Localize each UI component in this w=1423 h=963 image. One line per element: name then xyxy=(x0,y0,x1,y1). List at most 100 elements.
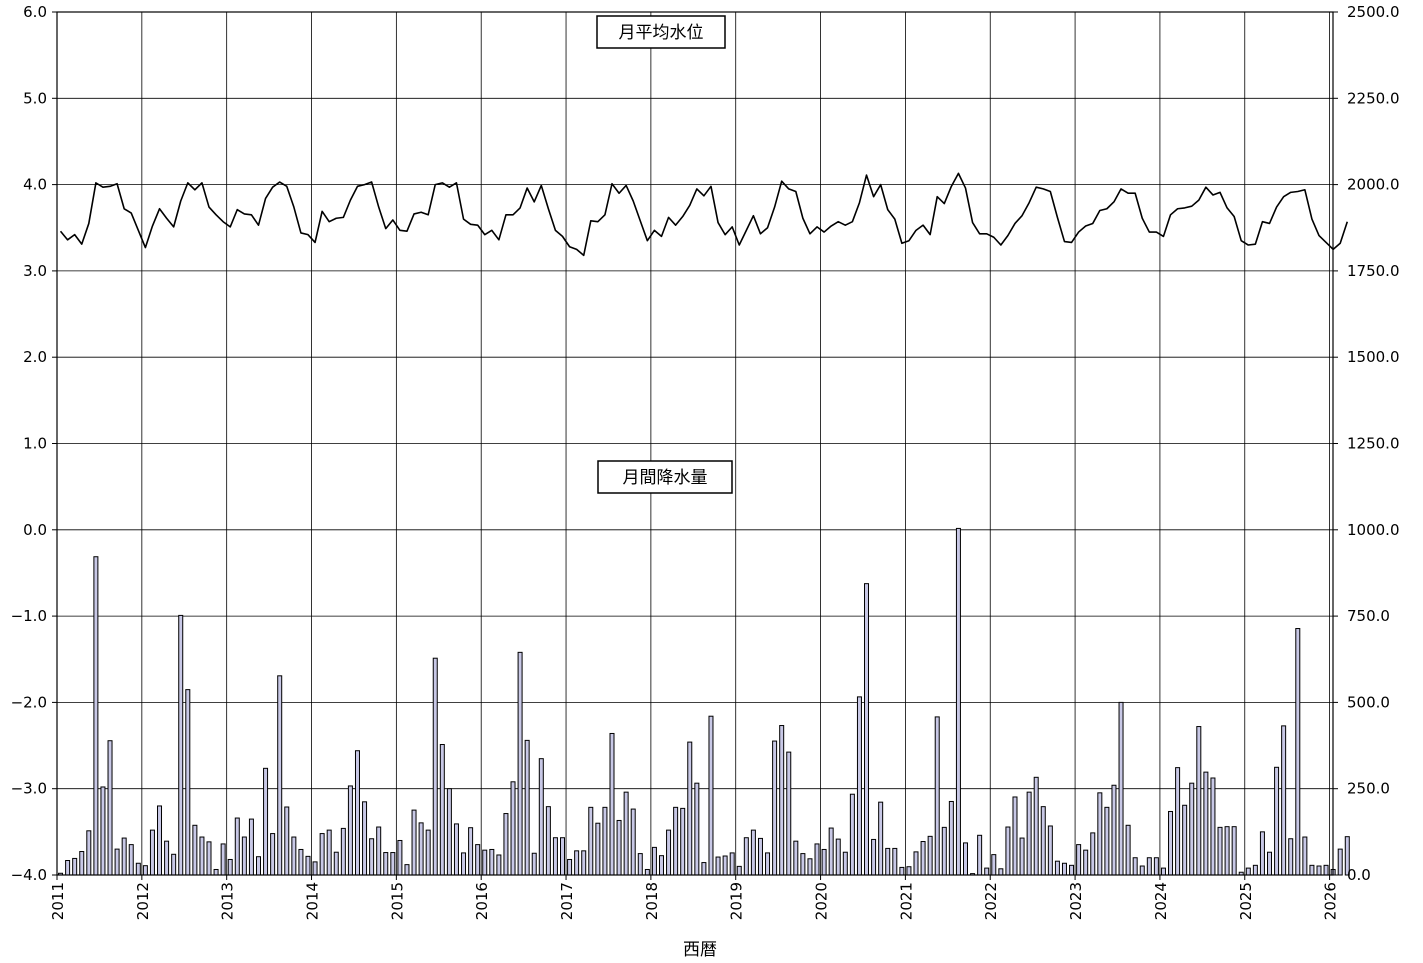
precipitation-bar xyxy=(871,838,877,876)
precipitation-bar xyxy=(941,826,947,876)
precipitation-bar xyxy=(920,841,926,876)
y-left-tick-label: −1.0 xyxy=(11,607,47,625)
precipitation-bar xyxy=(567,858,573,876)
precipitation-bar xyxy=(164,840,170,876)
x-tick-label: 2012 xyxy=(134,882,152,920)
y-right-tick-label: 0.0 xyxy=(1347,866,1371,884)
precipitation-bar xyxy=(1146,857,1152,876)
y-left-tick-label: 5.0 xyxy=(23,89,47,107)
precipitation-bar xyxy=(234,817,240,876)
precipitation-bar xyxy=(461,852,467,876)
precipitation-bar xyxy=(1033,776,1039,876)
x-tick-label: 2018 xyxy=(643,882,661,920)
legend-water-level-box xyxy=(596,15,726,49)
precipitation-bar xyxy=(475,844,481,876)
precipitation-bar xyxy=(1111,784,1117,876)
precipitation-bar xyxy=(666,829,672,876)
y-left-tick-label: 6.0 xyxy=(23,3,47,21)
y-right-tick-label: 750.0 xyxy=(1347,607,1390,625)
y-right-tick-label: 1750.0 xyxy=(1347,262,1400,280)
precipitation-bar xyxy=(453,823,459,876)
precipitation-bar xyxy=(1344,836,1350,876)
precipitation-bar xyxy=(1302,836,1308,876)
precipitation-bar xyxy=(602,806,608,876)
precipitation-bar xyxy=(750,829,756,876)
precipitation-bar xyxy=(326,829,332,876)
precipitation-bar xyxy=(1160,867,1166,876)
water-level-line xyxy=(59,172,1349,257)
precipitation-bar xyxy=(715,856,721,876)
precipitation-bar xyxy=(977,834,983,876)
precipitation-bar xyxy=(418,822,424,876)
precipitation-bar xyxy=(1224,826,1230,876)
precipitation-bar xyxy=(722,855,728,876)
precipitation-bar xyxy=(651,846,657,876)
precipitation-bar xyxy=(248,818,254,876)
precipitation-bar xyxy=(842,851,848,876)
precipitation-bar xyxy=(333,851,339,876)
precipitation-bar xyxy=(637,853,643,876)
precipitation-bar xyxy=(517,651,523,876)
precipitation-bar xyxy=(121,837,127,876)
y-right-tick-label: 2000.0 xyxy=(1347,176,1400,194)
x-tick-label: 2023 xyxy=(1067,882,1085,920)
precipitation-bar xyxy=(538,758,544,876)
x-tick-label: 2011 xyxy=(49,882,67,920)
precipitation-bar xyxy=(1309,864,1315,876)
precipitation-bar xyxy=(757,837,763,876)
precipitation-bar xyxy=(708,715,714,876)
precipitation-bar xyxy=(828,827,834,876)
precipitation-bar xyxy=(1259,831,1265,876)
precipitation-bar xyxy=(616,819,622,876)
precipitation-bar xyxy=(849,793,855,876)
precipitation-bar xyxy=(100,786,106,876)
y-left-tick-label: −2.0 xyxy=(11,693,47,711)
precipitation-bar xyxy=(227,858,233,876)
precipitation-bar xyxy=(404,864,410,876)
precipitation-bar xyxy=(149,829,155,876)
precipitation-bar xyxy=(1337,848,1343,876)
precipitation-bar xyxy=(729,852,735,876)
y-left-tick-label: −4.0 xyxy=(11,866,47,884)
y-left-tick-label: 3.0 xyxy=(23,262,47,280)
precipitation-bar xyxy=(835,838,841,876)
precipitation-bar xyxy=(390,852,396,876)
precipitation-bar xyxy=(446,788,452,876)
x-tick-label: 2021 xyxy=(897,882,915,920)
x-tick-label: 2026 xyxy=(1322,882,1340,920)
precipitation-bar xyxy=(531,852,537,876)
precipitation-bar xyxy=(213,868,219,876)
precipitation-bar xyxy=(574,850,580,876)
precipitation-bar xyxy=(998,868,1004,876)
precipitation-bar xyxy=(496,854,502,876)
precipitation-bar xyxy=(192,824,198,876)
precipitation-bar xyxy=(1252,864,1258,876)
precipitation-bar xyxy=(277,675,283,876)
precipitation-bar xyxy=(814,843,820,876)
x-tick-label: 2014 xyxy=(304,882,322,920)
y-right-tick-label: 1500.0 xyxy=(1347,348,1400,366)
precipitation-bar xyxy=(1083,849,1089,876)
precipitation-bar xyxy=(482,849,488,876)
precipitation-bar xyxy=(425,829,431,876)
precipitation-bar xyxy=(383,852,389,876)
precipitation-bar xyxy=(581,850,587,876)
precipitation-bar xyxy=(807,858,813,876)
precipitation-bar xyxy=(588,806,594,876)
precipitation-bar xyxy=(439,744,445,876)
y-right-tick-label: 250.0 xyxy=(1347,780,1390,798)
precipitation-bar xyxy=(779,725,785,876)
precipitation-bar xyxy=(135,862,141,876)
line-series xyxy=(59,172,1349,257)
precipitation-bar xyxy=(298,848,304,876)
precipitation-bar xyxy=(1047,825,1053,876)
precipitation-bar xyxy=(1026,791,1032,876)
y-left-tick-label: 4.0 xyxy=(23,176,47,194)
x-tick-label: 2019 xyxy=(728,882,746,920)
x-tick-label: 2025 xyxy=(1237,882,1255,920)
precipitation-bar xyxy=(107,740,113,876)
precipitation-bar xyxy=(821,848,827,876)
bar-series xyxy=(58,527,1350,876)
precipitation-bar xyxy=(913,851,919,876)
